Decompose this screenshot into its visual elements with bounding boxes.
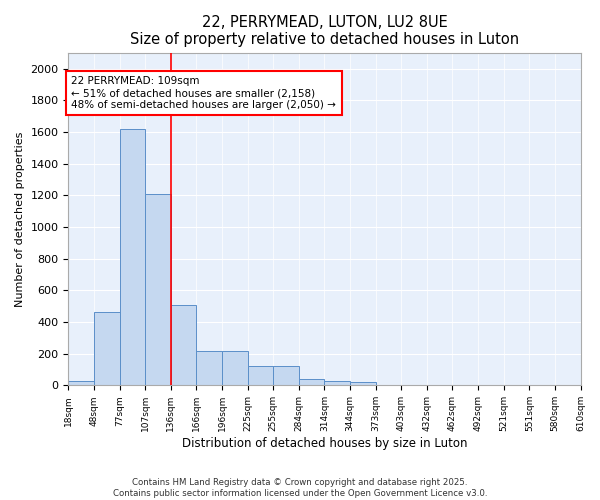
Bar [171, 304, 196, 386]
Bar [222, 352, 248, 386]
Bar [273, 366, 299, 386]
Bar [299, 379, 325, 386]
Bar [94, 312, 119, 386]
X-axis label: Distribution of detached houses by size in Luton: Distribution of detached houses by size … [182, 437, 467, 450]
Bar [196, 352, 222, 386]
Bar [68, 380, 94, 386]
Text: 22 PERRYMEAD: 109sqm
← 51% of detached houses are smaller (2,158)
48% of semi-de: 22 PERRYMEAD: 109sqm ← 51% of detached h… [71, 76, 337, 110]
Bar [350, 382, 376, 386]
Text: Contains HM Land Registry data © Crown copyright and database right 2025.
Contai: Contains HM Land Registry data © Crown c… [113, 478, 487, 498]
Y-axis label: Number of detached properties: Number of detached properties [15, 132, 25, 306]
Title: 22, PERRYMEAD, LUTON, LU2 8UE
Size of property relative to detached houses in Lu: 22, PERRYMEAD, LUTON, LU2 8UE Size of pr… [130, 15, 519, 48]
Bar [145, 194, 171, 386]
Bar [325, 382, 350, 386]
Bar [248, 366, 273, 386]
Bar [119, 129, 145, 386]
